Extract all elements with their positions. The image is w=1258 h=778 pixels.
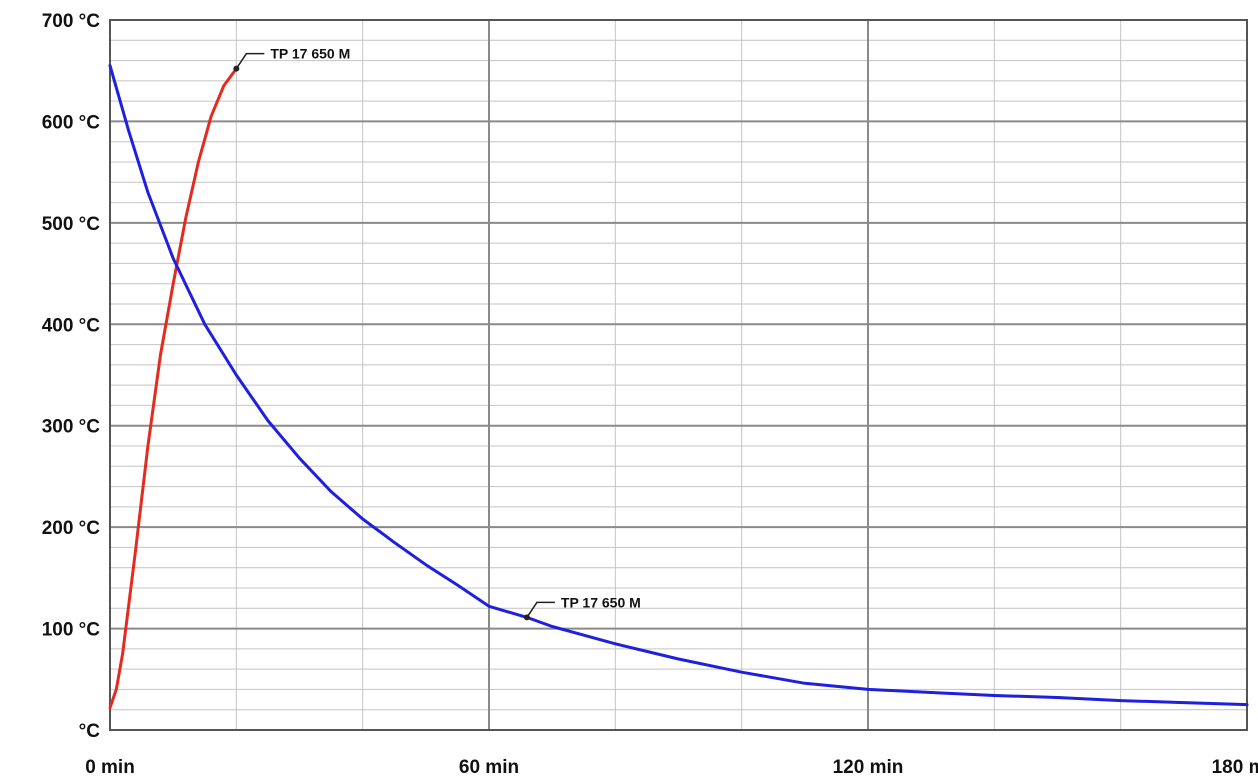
annotation-label: TP 17 650 M bbox=[561, 594, 641, 610]
annotation-leader-line bbox=[235, 52, 265, 70]
x-tick-labels: 0 min 60 min 120 min 180 min bbox=[85, 757, 1258, 778]
axes bbox=[109, 19, 1248, 731]
x-tick-label: 180 min bbox=[1212, 757, 1258, 778]
x-tick-label: 60 min bbox=[459, 757, 519, 778]
y-tick-label: 200 °C bbox=[42, 518, 101, 539]
minor-grid bbox=[110, 20, 1247, 730]
plot-border bbox=[109, 19, 1248, 731]
annotation-layer: TP 17 650 M TP 17 650 M bbox=[233, 46, 641, 621]
y-tick-label: 700 °C bbox=[42, 11, 101, 32]
x-tick-label: 0 min bbox=[85, 757, 135, 778]
y-tick-label: 100 °C bbox=[42, 620, 101, 641]
cooling-curve bbox=[108, 64, 1249, 707]
heating-curve bbox=[108, 67, 238, 710]
y-tick-labels: °C 100 °C 200 °C 300 °C 400 °C 500 °C 600 °C 70… bbox=[42, 11, 101, 742]
series-layer bbox=[108, 64, 1249, 710]
y-tick-label: 400 °C bbox=[42, 315, 101, 336]
x-tick-label: 120 min bbox=[833, 757, 904, 778]
y-tick-label: 500 °C bbox=[42, 214, 101, 235]
annotation-label: TP 17 650 M bbox=[270, 46, 350, 62]
y-tick-label: 600 °C bbox=[42, 112, 101, 133]
y-tick-label: 300 °C bbox=[42, 417, 101, 438]
y-tick-label: °C bbox=[79, 721, 101, 742]
annotation-leader-line bbox=[526, 601, 555, 618]
plot-area bbox=[110, 20, 1247, 730]
